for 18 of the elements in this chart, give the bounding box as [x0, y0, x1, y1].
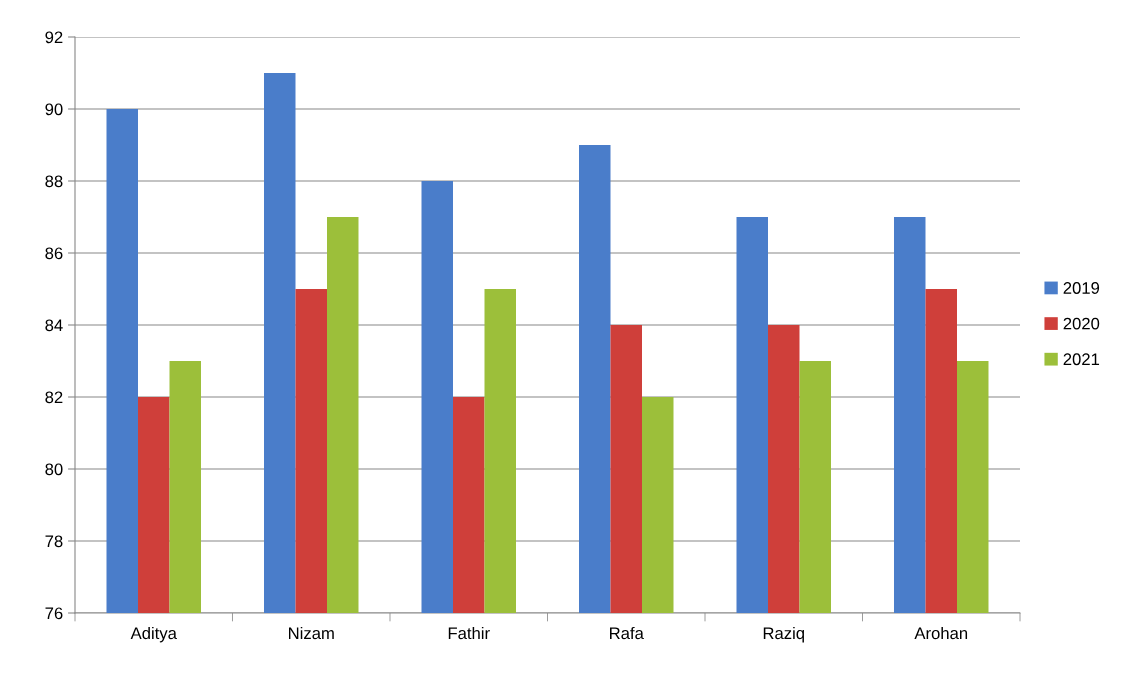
x-tick-label: Rafa	[610, 626, 644, 640]
y-tick-label: 82	[45, 391, 63, 404]
y-tick-label: 88	[45, 175, 63, 188]
legend-label: 2019	[1063, 282, 1100, 294]
y-tick-label: 76	[45, 607, 63, 620]
y-tick-label: 92	[45, 31, 63, 44]
y-tick-label: 84	[45, 319, 63, 332]
y-tick-label: 86	[45, 247, 63, 260]
x-tick-label: Nizam	[289, 626, 334, 640]
x-tick-label: Aditya	[130, 626, 177, 643]
x-tick-label: Fathir	[448, 626, 490, 640]
y-tick-label: 78	[45, 535, 63, 548]
legend-label: 2020	[1063, 317, 1100, 330]
y-tick-label: 80	[45, 463, 63, 476]
legend-label: 2021	[1063, 353, 1100, 366]
x-tick-label: Arohan	[914, 626, 968, 640]
y-tick-label: 90	[45, 103, 63, 116]
x-tick-label: Raziq	[763, 626, 804, 643]
